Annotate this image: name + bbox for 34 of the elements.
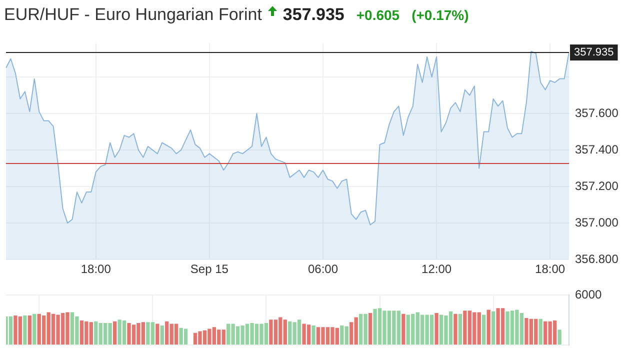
bar: [174, 324, 178, 345]
text: +0.605: [356, 7, 400, 23]
chart-title: EUR/HUF - Euro Hungarian Forint: [4, 5, 262, 25]
bar: [482, 314, 486, 345]
x-tick-label: Sep 15: [190, 262, 229, 276]
x-tick-label: 06:00: [308, 262, 338, 276]
x-tick-label: 12:00: [422, 262, 452, 276]
bar: [558, 330, 562, 345]
y-tick-label: 357.600: [575, 106, 619, 120]
x-tick-label: 18:00: [535, 262, 566, 276]
ref-line-label: 357.935: [574, 46, 614, 59]
bar: [538, 318, 542, 345]
bar: [23, 316, 27, 345]
bar: [28, 316, 32, 345]
bar: [486, 310, 490, 345]
text: (+0.17%): [412, 7, 469, 23]
text: 357.935: [282, 5, 344, 25]
bar: [112, 321, 117, 345]
y-tick-label: 357.200: [575, 178, 619, 193]
y-tick-label: 356.800: [575, 252, 619, 266]
bar: [368, 313, 372, 345]
bar: [491, 311, 496, 345]
bar: [402, 314, 406, 345]
x-tick-label: 18:00: [80, 262, 112, 276]
bar: [454, 314, 458, 345]
y-tick-label: 357.400: [575, 142, 619, 156]
y-tick-label: 357.000: [575, 215, 619, 230]
bar: [156, 324, 160, 345]
bar: [32, 314, 36, 345]
bar: [8, 316, 13, 345]
bar: [434, 313, 438, 345]
y-tick-label: 6000: [575, 288, 602, 302]
bar: [160, 325, 164, 345]
bar: [458, 314, 462, 345]
